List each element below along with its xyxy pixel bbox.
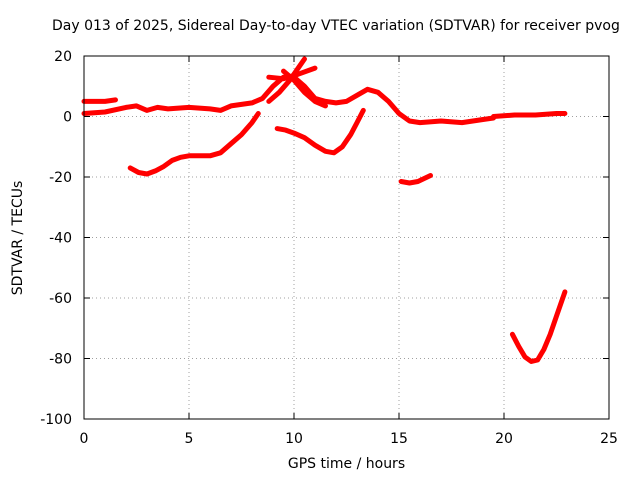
y-tick-label: -20 (49, 170, 72, 186)
tick-labels: 0 5 10 15 20 25 -100 -80 -60 -40 -20 0 20 (40, 49, 618, 447)
chart-title: Day 013 of 2025, Sidereal Day-to-day VTE… (52, 18, 620, 34)
series-line-arc-9 (491, 111, 568, 119)
tick-marks (83, 55, 610, 420)
series-layer (81, 56, 568, 364)
y-tick-label: -80 (49, 352, 72, 368)
x-tick-label: 25 (600, 431, 618, 447)
x-axis-label: GPS time / hours (287, 456, 406, 472)
y-axis-label: SDTVAR / TECUs (10, 180, 26, 296)
series-line-arc-4 (274, 107, 366, 156)
x-tick-label: 15 (390, 431, 408, 447)
y-tick-label: 0 (63, 110, 72, 126)
x-tick-label: 0 (80, 431, 89, 447)
series-line-arc-8 (398, 173, 433, 186)
series-line-arc-10 (509, 289, 568, 364)
y-tick-label: 20 (54, 49, 72, 65)
y-tick-label: -60 (49, 291, 72, 307)
series-line-arc-1 (81, 97, 118, 104)
x-tick-label: 20 (495, 431, 513, 447)
y-tick-label: -40 (49, 231, 72, 247)
y-tick-label: -100 (40, 412, 72, 428)
series-line-arc-5 (266, 56, 307, 104)
x-tick-label: 10 (285, 431, 303, 447)
series-line-arc-3 (127, 111, 261, 177)
series-line-arc-7 (281, 68, 328, 109)
x-tick-label: 5 (185, 431, 194, 447)
